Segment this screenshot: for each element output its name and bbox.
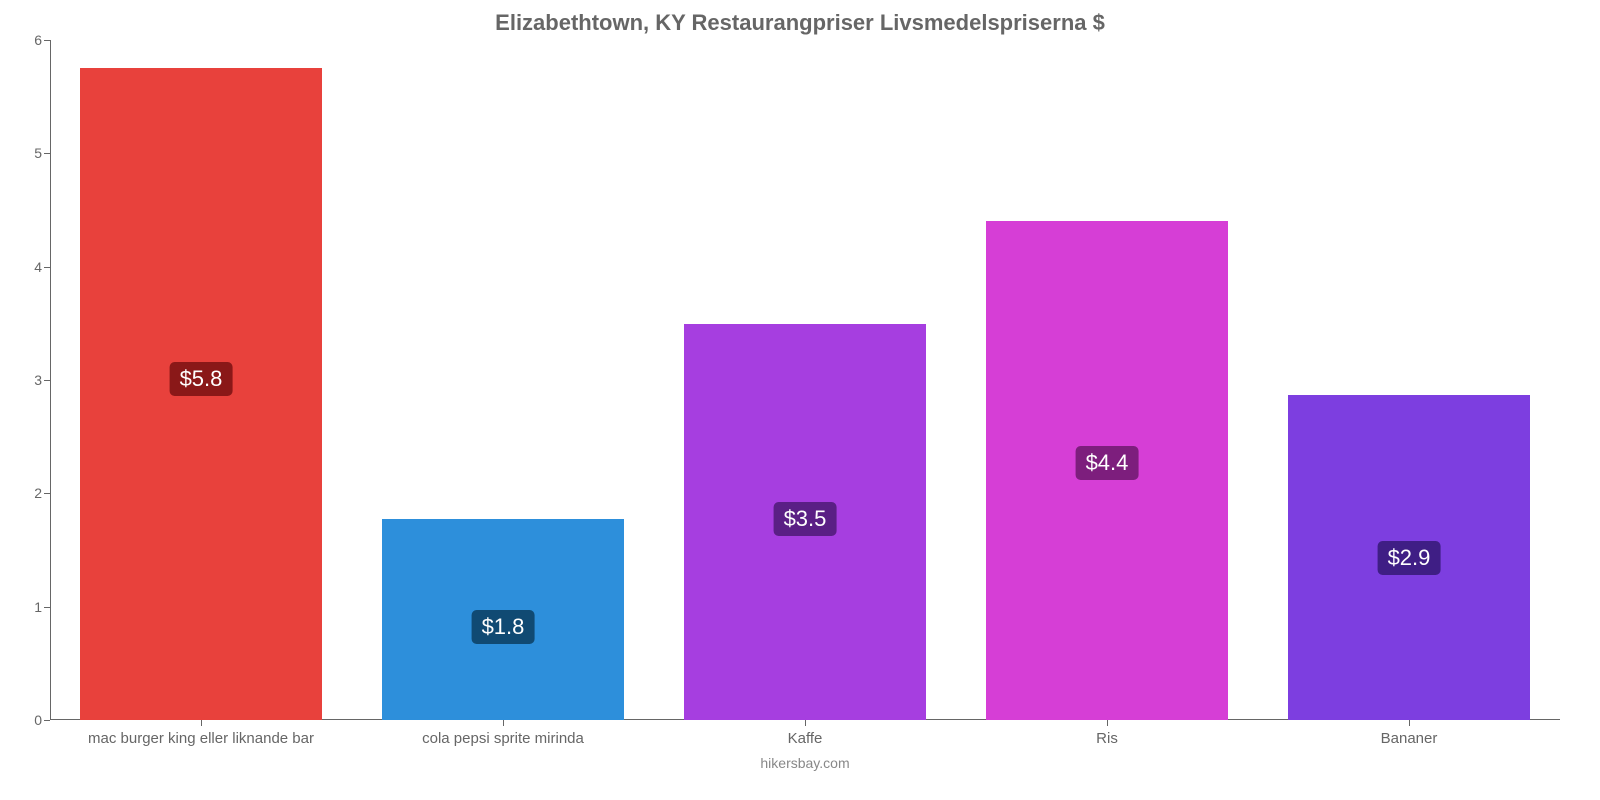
bar-value-label: $5.8 [170, 362, 233, 396]
bar: $2.9 [1288, 395, 1530, 720]
x-tick-label: cola pepsi sprite mirinda [422, 720, 584, 747]
y-tick-mark [44, 153, 50, 154]
bar: $1.8 [382, 519, 624, 720]
y-tick-mark [44, 380, 50, 381]
bar: $4.4 [986, 221, 1228, 720]
plot-area: hikersbay.com 0123456$5.8mac burger king… [50, 40, 1560, 720]
chart-title: Elizabethtown, KY Restaurangpriser Livsm… [0, 10, 1600, 36]
bar-value-label: $3.5 [774, 502, 837, 536]
y-axis [50, 40, 51, 720]
bar-value-label: $2.9 [1378, 541, 1441, 575]
x-tick-label: mac burger king eller liknande bar [88, 720, 314, 747]
chart-container: Elizabethtown, KY Restaurangpriser Livsm… [0, 0, 1600, 800]
bar-value-label: $4.4 [1076, 446, 1139, 480]
y-tick-mark [44, 720, 50, 721]
bar: $3.5 [684, 324, 926, 720]
x-tick-label: Kaffe [788, 720, 823, 747]
y-tick-mark [44, 267, 50, 268]
y-tick-mark [44, 607, 50, 608]
y-tick-mark [44, 40, 50, 41]
x-tick-label: Ris [1096, 720, 1118, 747]
y-tick-mark [44, 493, 50, 494]
x-tick-label: Bananer [1381, 720, 1438, 747]
bar-value-label: $1.8 [472, 610, 535, 644]
bar: $5.8 [80, 68, 322, 720]
